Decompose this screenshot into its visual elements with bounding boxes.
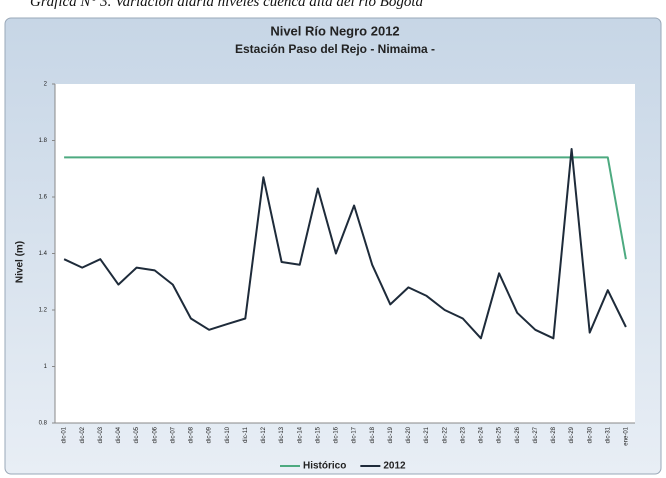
x-tick-label: dic-01 [62,426,68,443]
x-tick-label: dic-02 [80,426,86,443]
y-tick-label: 1 [44,364,48,370]
x-tick-label: dic-16 [334,426,340,443]
y-tick-label: 2 [44,82,48,88]
x-tick-label: ene-01 [624,426,630,445]
x-tick-label: dic-21 [424,426,430,443]
plot-area [55,84,635,423]
x-tick-label: dic-24 [479,426,485,443]
x-tick-label: dic-28 [551,426,557,443]
x-tick-label: dic-06 [152,426,158,443]
x-tick-label: dic-08 [189,426,195,443]
y-tick-label: 1.8 [39,138,48,144]
x-tick-label: dic-10 [225,426,231,443]
x-tick-label: dic-26 [515,426,521,443]
caption: Gráfica N° 3. Variación diaria niveles c… [30,0,424,10]
y-tick-label: 1.4 [39,251,48,257]
x-tick-label: dic-04 [116,426,122,443]
series-line [63,148,627,340]
x-tick-label: dic-23 [460,426,466,443]
x-tick-label: dic-22 [442,426,448,443]
x-tick-label: dic-14 [297,426,303,443]
legend-label: 2012 [383,461,406,472]
series-line [64,156,627,260]
x-tick-label: dic-30 [587,426,593,443]
x-tick-label: dic-12 [261,426,267,443]
x-tick-label: dic-20 [406,426,412,443]
x-tick-label: dic-07 [170,426,176,443]
y-tick-label: 0.8 [39,421,48,427]
x-tick-label: dic-05 [134,426,140,443]
y-tick-label: 1.2 [39,308,48,314]
chart-subtitle: Estación Paso del Rejo - Nimaima - [235,42,435,56]
x-tick-label: dic-27 [533,426,539,443]
x-tick-label: dic-13 [279,426,285,443]
y-tick-label: 1.6 [39,195,48,201]
x-tick-label: dic-03 [98,426,104,443]
x-tick-label: dic-09 [207,426,213,443]
y-axis-label: Nivel (m) [15,241,26,283]
x-tick-label: dic-11 [243,426,249,443]
x-tick-label: dic-25 [497,426,503,443]
x-tick-label: dic-18 [370,426,376,443]
chart-title: Nivel Río Negro 2012 [270,23,399,38]
x-tick-label: dic-31 [605,426,611,443]
legend-label: Histórico [303,461,346,472]
x-tick-label: dic-29 [569,426,575,443]
x-tick-label: dic-15 [315,426,321,443]
x-tick-label: dic-19 [388,426,394,443]
x-tick-label: dic-17 [352,426,358,443]
